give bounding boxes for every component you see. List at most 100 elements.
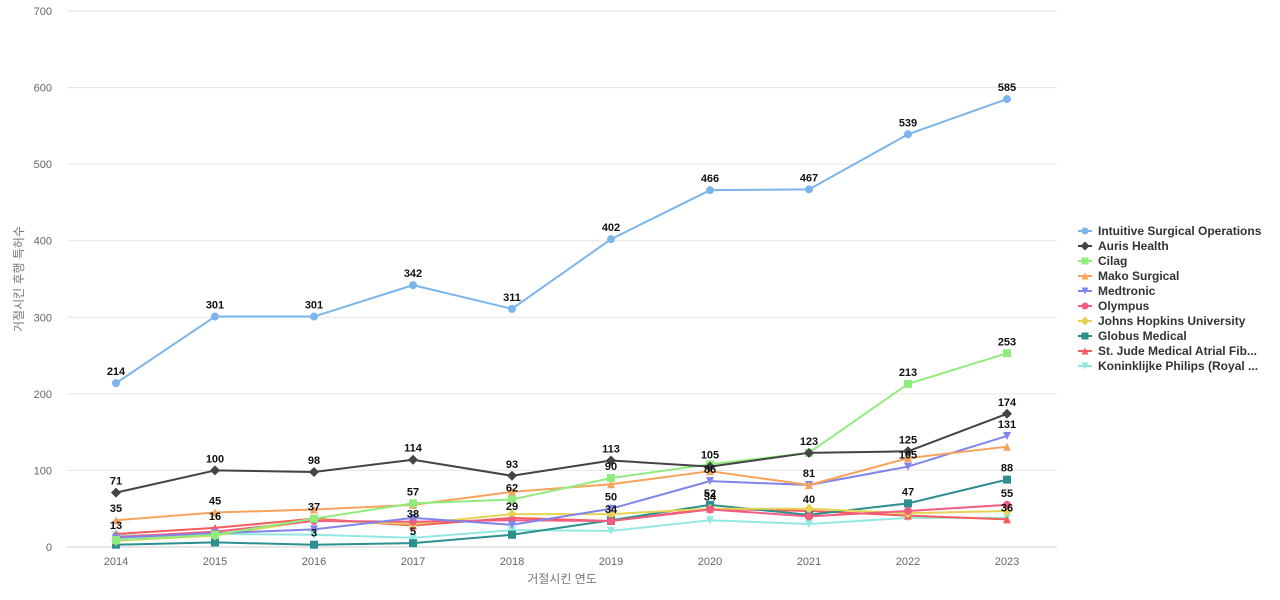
data-label: 5 (410, 526, 416, 538)
data-point (904, 130, 912, 139)
legend-item: Koninklijke Philips (Royal ... (1078, 359, 1258, 373)
data-point (508, 487, 516, 496)
data-point (508, 530, 516, 539)
series-line (115, 507, 1008, 542)
data-point (507, 470, 517, 481)
x-tick-label: 2021 (797, 556, 821, 568)
data-point (607, 235, 615, 244)
series-line (115, 478, 1008, 546)
data-point (903, 446, 913, 457)
data-point (409, 533, 417, 542)
legend-item: Johns Hopkins University (1078, 314, 1246, 328)
data-label: 301 (206, 300, 224, 312)
data-label: 50 (605, 492, 617, 504)
data-label: 40 (803, 494, 815, 506)
data-label: 105 (701, 450, 719, 462)
y-tick-label: 200 (34, 389, 52, 401)
data-labels: 214 301 301 342 311 402 466 467 539 585 71 100 98 114… (107, 82, 1017, 540)
data-label: 16 (209, 511, 221, 523)
data-point (805, 480, 813, 489)
data-point (1081, 272, 1089, 280)
data-point (706, 516, 714, 525)
data-point (409, 539, 417, 548)
y-tick-label: 100 (34, 465, 52, 477)
data-label: 71 (110, 476, 122, 488)
data-point (804, 447, 814, 458)
data-point (310, 540, 318, 549)
data-label: 36 (1001, 502, 1013, 514)
data-label: 34 (605, 504, 618, 516)
data-label: 253 (998, 336, 1016, 348)
x-tick-label: 2016 (302, 556, 326, 568)
data-point (606, 509, 616, 520)
data-point (607, 480, 615, 489)
data-label: 57 (407, 486, 419, 498)
x-tick-label: 2020 (698, 556, 722, 568)
x-tick-label: 2014 (104, 556, 128, 568)
data-point (607, 516, 615, 525)
legend-label: Koninklijke Philips (Royal ... (1098, 359, 1258, 373)
data-label: 81 (803, 468, 815, 480)
series-line (115, 516, 1007, 539)
data-label: 131 (998, 419, 1016, 431)
data-label: 47 (902, 486, 914, 498)
legend-label: Mako Surgical (1098, 269, 1179, 283)
y-tick-label: 300 (34, 312, 52, 324)
data-point (706, 186, 714, 195)
data-label: 100 (206, 453, 224, 465)
data-point (904, 454, 912, 463)
x-tick-label: 2018 (500, 556, 524, 568)
data-label: 342 (404, 268, 422, 280)
legend-label: Intuitive Surgical Operations (1098, 224, 1262, 238)
legend-item: Medtronic (1078, 284, 1156, 298)
data-point (805, 520, 813, 529)
data-point (310, 505, 318, 514)
data-point (310, 530, 318, 539)
data-point (1081, 257, 1089, 265)
data-point (805, 512, 813, 521)
data-label: 301 (305, 300, 323, 312)
data-point (706, 505, 714, 514)
data-label: 467 (800, 172, 818, 184)
series-group (111, 95, 1012, 549)
data-point (1081, 302, 1089, 310)
data-label: 125 (899, 434, 917, 446)
legend-item: Globus Medical (1078, 329, 1187, 343)
data-point (607, 504, 615, 513)
data-point (309, 466, 319, 477)
y-tick-label: 400 (34, 236, 52, 248)
data-point (112, 379, 120, 388)
data-point (508, 526, 516, 535)
data-label: 37 (308, 502, 320, 514)
series-line (115, 445, 1008, 522)
data-point (211, 530, 219, 539)
data-point (705, 461, 715, 472)
data-label: 98 (308, 455, 320, 467)
data-point (706, 477, 714, 486)
axes: 0 100 200 300 400 500 600 700 2014 2015 2016 2017 20… (11, 6, 1019, 586)
legend-label: Cilag (1098, 254, 1127, 268)
data-label: 123 (800, 436, 818, 448)
data-point (1002, 506, 1012, 517)
x-tick-label: 2019 (599, 556, 623, 568)
data-point (904, 507, 912, 516)
x-tick-label: 2023 (995, 556, 1019, 568)
series-line (115, 98, 1008, 384)
legend-label: Globus Medical (1098, 329, 1187, 343)
data-point (804, 503, 814, 514)
legend-label: Olympus (1098, 299, 1150, 313)
x-tick-label: 2022 (896, 556, 920, 568)
x-axis-title: 거절시킨 연도 (527, 572, 597, 586)
data-point (310, 312, 318, 321)
legend-label: St. Jude Medical Atrial Fib... (1098, 344, 1257, 358)
data-point (211, 312, 219, 321)
data-point (904, 499, 912, 508)
data-point (310, 525, 318, 534)
data-label: 213 (899, 367, 917, 379)
legend-item: Cilag (1078, 254, 1127, 268)
data-point (112, 516, 120, 525)
data-point (1081, 287, 1089, 295)
